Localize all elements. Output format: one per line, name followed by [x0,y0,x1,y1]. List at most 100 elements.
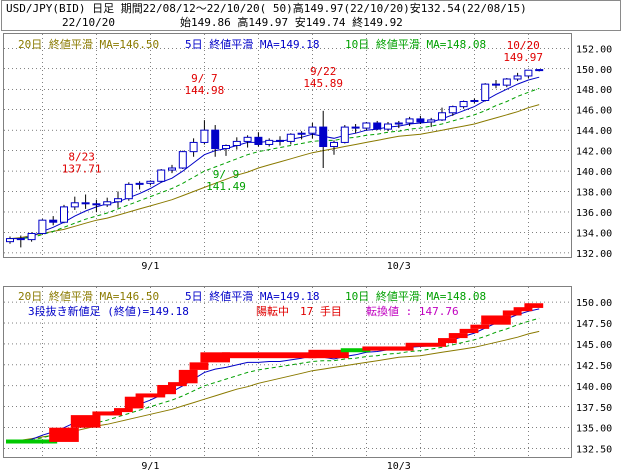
y-tick-label: 137.50 [576,403,612,414]
brick-up [438,338,457,344]
ma10-line-lower [10,317,540,442]
candle-body-up [405,118,414,124]
candle-body-up [470,99,479,103]
brick-up [135,393,166,398]
candle-body-up [146,180,155,184]
candle-body-up [362,122,371,129]
y-tick-label: 147.50 [576,319,612,330]
y-tick-label: 142.50 [576,361,612,372]
candle-body-down [351,126,360,129]
y-tick-label: 132.50 [576,445,612,456]
x-tick-label: 10/3 [387,261,411,272]
candle-body-up [27,232,36,241]
x-tick-label: 10/3 [387,461,411,472]
y-tick-label: 152.00 [576,44,612,55]
candle-body-down [492,83,500,86]
brick-up [513,307,533,312]
brick-up [114,408,133,413]
header-ohlc: 始149.86 高149.97 安149.74 終149.92 [180,16,403,29]
candle-body-up [135,182,144,185]
candle-body-up [200,129,209,143]
candle-body-up [38,219,47,234]
candle-body-up [6,238,14,243]
upper-moving-averages [9,76,540,240]
candle-body-down [81,202,90,205]
y-tick-label: 135.00 [576,424,612,435]
candle-body-up [168,167,176,171]
brick-close-info: 3段抜き新値足 (終値)=149.18 [28,304,189,318]
legend-ma20: 20日 終値平滑 MA=146.50 [18,37,159,51]
candle-body-up [103,201,112,206]
candle-body-up [286,133,295,142]
candlesticks [6,69,544,248]
annotation-date: 9/ 7 [191,72,218,85]
candle-body-up [481,83,490,101]
brick-up [124,396,144,409]
y-tick-label: 134.00 [576,228,612,239]
upper-panel-frame [3,33,572,258]
brick-count: 17 手目 [300,304,342,318]
brick-up [200,352,230,363]
candle-body-down [254,136,263,145]
brick-up [222,352,317,359]
candle-body-up [502,78,511,86]
candle-body-down [211,129,220,150]
annotation-value: 145.89 [303,77,343,90]
candle-body-up [189,141,198,153]
candle-body-up [243,136,252,142]
candle-body-up [427,119,436,123]
candle-body-up [340,126,349,143]
candle-body-down [16,238,25,241]
brick-up [459,328,479,334]
axis-ticks: 132.00 134.00 136.00 138.00 140.00 142.00 144.… [141,44,612,472]
new-price-bricks [6,303,544,444]
brick-up [70,415,101,428]
candle-body-up [297,132,306,135]
header-date: 22/10/20 [62,16,115,29]
x-tick-label: 9/1 [141,261,159,272]
candle-body-up [308,126,317,134]
candle-body-up [330,141,338,148]
annotation-value: 137.71 [62,162,102,175]
brick-up [470,324,490,329]
candle-body-up [265,139,274,145]
brick-reversal-value: 転換値 : 147.76 [366,305,459,318]
y-tick-label: 140.00 [576,382,612,393]
y-tick-label: 145.00 [576,340,612,351]
upper-gridlines [4,34,571,257]
ma10-line [10,87,540,240]
candle-body-up [448,106,457,114]
brick-up [481,315,511,325]
y-tick-label: 138.00 [576,188,612,199]
brick-up [448,333,468,339]
legend-ma10-lower: 10日 終値平滑 MA=148.08 [345,289,486,303]
candle-body-up [222,145,230,150]
brick-up [92,411,122,416]
brick-up [405,342,446,347]
brick-down [6,439,58,444]
y-tick-label: 136.00 [576,208,612,219]
y-tick-label: 148.00 [576,85,612,96]
candle-body-up [513,75,522,80]
candle-body-up [232,140,241,147]
candle-body-up [114,198,122,203]
y-tick-label: 146.00 [576,106,612,117]
ma5-line [10,76,540,240]
lower-gridlines [4,287,571,457]
candle-body-up [157,169,166,182]
brick-up [49,427,79,442]
candle-body-down [319,126,328,148]
candle-body-up [60,206,68,223]
y-tick-label: 140.00 [576,167,612,178]
y-tick-label: 150.00 [576,65,612,76]
annotation-value: 141.49 [206,180,246,193]
chart-header: USD/JPY(BID) 日足 期間22/08/12～22/10/20( 50)… [1,0,621,31]
ma20-line [9,104,540,240]
brick-up [362,346,414,351]
candle-body-down [416,118,425,123]
annotation-date: 9/22 [310,65,337,78]
brick-state: 陽転中 [256,305,289,318]
brick-up [502,310,522,316]
